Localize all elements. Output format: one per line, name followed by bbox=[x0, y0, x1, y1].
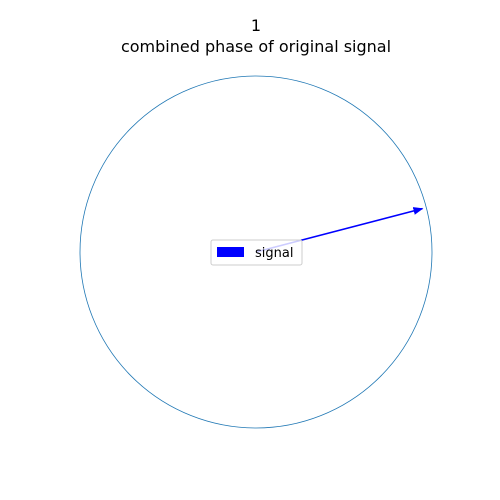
chart-title-line1: 1 bbox=[251, 16, 261, 35]
chart-title-line2: combined phase of original signal bbox=[121, 37, 391, 56]
legend-frame bbox=[210, 239, 303, 266]
legend: signal bbox=[210, 239, 303, 266]
unit-circle bbox=[79, 75, 433, 429]
legend-label-signal: signal bbox=[255, 246, 293, 261]
legend-swatch-signal bbox=[217, 247, 244, 257]
